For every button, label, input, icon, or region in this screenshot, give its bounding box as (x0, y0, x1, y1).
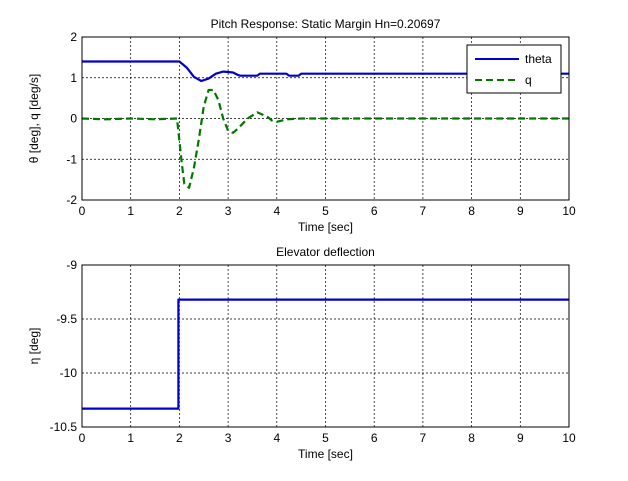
pitch-response-xtick-label: 4 (273, 204, 280, 218)
elevator-deflection-frame (81, 264, 570, 428)
pitch-response-axes: Pitch Response: Static Margin Hn=0.20697… (27, 17, 576, 234)
pitch-response-xtick-label: 3 (225, 204, 232, 218)
pitch-response-ytick-label: -1 (66, 152, 77, 166)
pitch-response-series-theta (82, 60, 569, 83)
pitch-response-series (81, 60, 569, 189)
pitch-response-tick-labels: 0 1 2 3 4 5 6 7 8 9 10 -2 -1 0 1 2 (66, 30, 576, 218)
elevator-deflection-tick-labels: 0 1 2 3 4 5 6 7 8 9 10 -10.5 -10 -9.5 -9 (50, 258, 576, 445)
legend-label-theta: theta (525, 52, 552, 66)
elevator-deflection-xtick-label: 2 (176, 431, 183, 445)
pitch-response-xtick-label: 2 (176, 204, 183, 218)
elevator-deflection-ytick-label: -10 (60, 366, 78, 380)
elevator-deflection-xtick-label: 7 (420, 431, 427, 445)
pitch-response-frame (81, 36, 570, 201)
elevator-deflection-title: Elevator deflection (276, 245, 375, 259)
legend-label-q: q (525, 73, 532, 87)
legend-box (466, 44, 562, 94)
elevator-deflection-xlabel: Time [sec] (298, 447, 353, 461)
pitch-response-xtick-label: 8 (468, 204, 475, 218)
legend: theta q (466, 44, 562, 94)
elevator-deflection-series-eta (82, 298, 569, 410)
pitch-response-xlabel: Time [sec] (298, 220, 353, 234)
elevator-deflection-xtick-label: 6 (371, 431, 378, 445)
elevator-deflection-xtick-label: 8 (468, 431, 475, 445)
pitch-response-xtick-label: 10 (562, 204, 576, 218)
elevator-deflection-ytick-label: -9 (66, 258, 77, 272)
pitch-response-ytick-label: 0 (70, 112, 77, 126)
pitch-response-title: Pitch Response: Static Margin Hn=0.20697 (211, 17, 441, 31)
pitch-response-ytick-label: -2 (66, 193, 77, 207)
elevator-deflection-ylabel: η [deg] (27, 328, 41, 365)
pitch-response-xtick-label: 0 (79, 204, 86, 218)
elevator-deflection-xtick-label: 1 (127, 431, 134, 445)
pitch-response-ylabel: θ [deg], q [deg/s] (27, 74, 41, 163)
pitch-response-xtick-label: 9 (517, 204, 524, 218)
elevator-deflection-ytick-label: -10.5 (50, 420, 78, 434)
elevator-deflection-xtick-label: 0 (79, 431, 86, 445)
pitch-response-xtick-label: 6 (371, 204, 378, 218)
elevator-deflection-axes: Elevator deflection Time [sec] η [deg] 0… (27, 245, 576, 461)
pitch-response-xtick-label: 7 (420, 204, 427, 218)
pitch-response-xtick-label: 5 (322, 204, 329, 218)
elevator-deflection-series (82, 298, 569, 410)
pitch-response-ytick-label: 1 (70, 71, 77, 85)
elevator-deflection-xtick-label: 3 (225, 431, 232, 445)
elevator-deflection-xtick-label: 5 (322, 431, 329, 445)
pitch-response-xtick-label: 1 (127, 204, 134, 218)
pitch-response-series-q (81, 88, 569, 189)
elevator-deflection-xtick-label: 10 (562, 431, 576, 445)
elevator-deflection-ytick-label: -9.5 (56, 312, 77, 326)
pitch-response-ytick-label: 2 (70, 30, 77, 44)
elevator-deflection-xtick-label: 9 (517, 431, 524, 445)
elevator-deflection-xtick-label: 4 (273, 431, 280, 445)
